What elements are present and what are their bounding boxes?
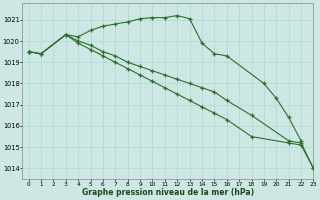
X-axis label: Graphe pression niveau de la mer (hPa): Graphe pression niveau de la mer (hPa) <box>82 188 254 197</box>
